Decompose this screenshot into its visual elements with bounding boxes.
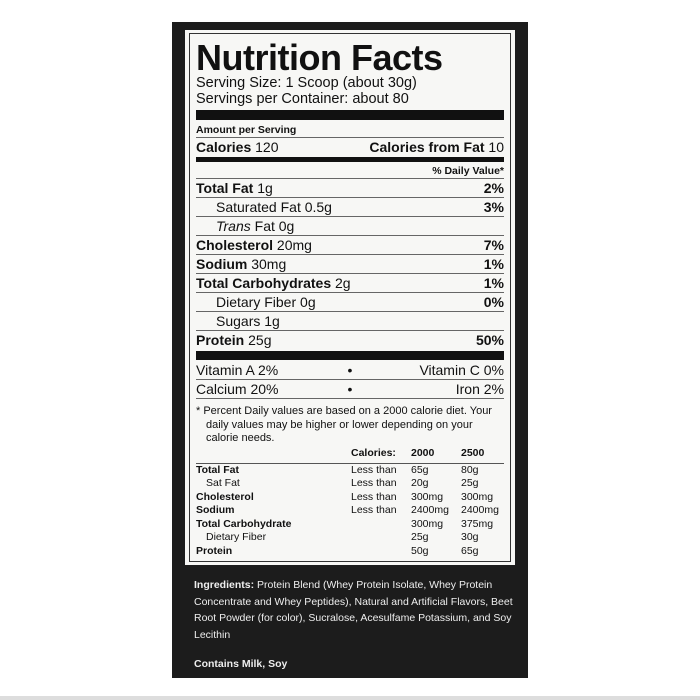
dv-table-row: Total Fat Less than 65g 80g [196,463,504,477]
nutrient-daily-value: 0% [483,294,504,310]
nutrient-row: Protein 25g 50% [196,331,504,349]
dv-table-cell [351,531,411,545]
product-label-panel: Nutrition Facts Serving Size: 1 Scoop (a… [172,22,528,678]
thick-divider [196,110,504,120]
nutrient-daily-value: 2% [483,180,504,196]
dv-table-cell: Dietary Fiber [206,531,267,544]
vitamin-list: Vitamin A 2% • Vitamin C 0% Calcium 20% • Iro… [196,361,504,399]
ingredients-label: Ingredients: [194,579,255,591]
dv-table-row: Dietary Fiber 25g 30g [196,531,504,545]
dv-table-row: Protein 50g 65g [196,545,504,559]
dv-table-cell: Protein [196,545,233,558]
calories: Calories 120 [196,139,279,155]
medium-divider [196,157,504,162]
servings-per-container: Servings per Container: about 80 [196,91,409,107]
bullet: • [347,362,353,378]
vitamin-left: Vitamin A 2% [196,362,279,378]
nutrient-name: Sugars 1g [216,313,280,329]
ingredients: Ingredients: Protein Blend (Whey Protein… [194,577,514,643]
dv-table-cell: Total Fat [196,463,239,476]
nutrient-name: Total Fat 1g [196,180,273,196]
nutrient-row: Dietary Fiber 0g 0% [196,293,504,312]
nutrient-row: Sodium 30mg 1% [196,255,504,274]
dv-table-cell: Less than [351,463,397,476]
nutrient-row: Total Fat 1g 2% [196,179,504,198]
dv-table-cell: 25g [411,531,429,544]
nutrient-row: Sugars 1g [196,312,504,331]
dv-table-cell: Less than [351,477,397,490]
dv-table-cell: 2500 [461,445,504,464]
dv-table-cell: 50g [411,545,429,558]
dv-table-cell [196,445,351,464]
label-title: Nutrition Facts [196,37,443,78]
nutrient-row: Cholesterol 20mg 7% [196,236,504,255]
dv-table-cell: 300mg [411,490,444,503]
vitamin-right: Iron 2% [455,381,504,397]
dv-table-cell [351,518,411,532]
daily-value-table: Calories: 2000 2500 Total Fat Less than 65g 80… [196,445,504,559]
calories-from-fat: Calories from Fat 10 [369,139,504,155]
nutrient-name: Saturated Fat 0.5g [216,199,332,215]
dv-table-cell: Less than [351,490,397,503]
dv-table-cell: 20g [411,477,429,490]
dv-table-cell: 2400mg [461,504,499,517]
nutrient-list: Total Fat 1g 2% Saturated Fat 0.5g 3% Trans … [196,179,504,349]
nutrient-name: Trans Fat 0g [216,218,295,234]
dv-table-cell: 375mg [461,517,494,530]
bottom-divider [0,696,700,700]
vitamin-left: Calcium 20% [196,381,279,397]
nutrient-daily-value: 1% [483,275,504,291]
nutrient-daily-value: 3% [483,199,504,215]
allergen-statement: Contains Milk, Soy [194,658,288,670]
nutrient-daily-value: 50% [475,332,504,348]
daily-value-header-text: % Daily Value* [432,164,504,177]
daily-value-header: % Daily Value* [196,163,504,179]
ingredients-text: Protein Blend (Whey Protein Isolate, Whe… [194,579,513,641]
thick-divider [196,351,504,360]
nutrient-name: Total Carbohydrates 2g [196,275,351,291]
nutrient-name: Protein 25g [196,332,272,348]
dv-table-cell: 300mg [411,517,444,530]
nutrient-name: Sodium 30mg [196,256,287,272]
dv-table-row: Sat Fat Less than 20g 25g [196,477,504,491]
dv-table-cell: 300mg [461,490,494,503]
vitamin-row: Calcium 20% • Iron 2% [196,380,504,399]
dv-table-cell: 65g [411,463,429,476]
dv-table-row: Total Carbohydrate 300mg 375mg [196,518,504,532]
dv-table-cell: 2000 [411,445,461,464]
serving-size: Serving Size: 1 Scoop (about 30g) [196,75,417,91]
dv-table-cell: Sat Fat [206,477,240,490]
dv-table-cell: 65g [461,545,479,558]
dv-table-cell: Calories: [351,445,411,464]
nutrient-row: Total Carbohydrates 2g 1% [196,274,504,293]
nutrition-facts-label: Nutrition Facts Serving Size: 1 Scoop (a… [185,30,515,565]
dv-table-cell: Total Carbohydrate [196,517,292,530]
vitamin-row: Vitamin A 2% • Vitamin C 0% [196,361,504,380]
dv-table-row: Sodium Less than 2400mg 2400mg [196,504,504,518]
amount-per-serving: Amount per Serving [196,122,504,138]
dv-table-cell: 30g [461,531,479,544]
dv-table-cell: Less than [351,504,397,517]
bullet: • [347,381,353,397]
nutrient-name: Cholesterol 20mg [196,237,312,253]
vitamin-right: Vitamin C 0% [419,362,504,378]
nutrient-daily-value: 1% [483,256,504,272]
dv-table-cell: 2400mg [411,504,449,517]
dv-table-row: Cholesterol Less than 300mg 300mg [196,491,504,505]
dv-table-header: Calories: 2000 2500 [196,445,504,464]
dv-table-cell: Sodium [196,504,235,517]
nutrient-row: Saturated Fat 0.5g 3% [196,198,504,217]
footnote: * Percent Daily values are based on a 20… [196,405,492,444]
calories-row: Calories 120 Calories from Fat 10 [196,138,504,156]
dv-table-cell: 25g [461,477,479,490]
nutrient-name: Dietary Fiber 0g [216,294,316,310]
dv-table-cell [351,545,411,559]
amount-per-serving-text: Amount per Serving [196,123,297,136]
dv-table-cell: 80g [461,463,479,476]
nutrient-row: Trans Fat 0g [196,217,504,236]
dv-table-cell: Cholesterol [196,490,254,503]
nutrient-daily-value: 7% [483,237,504,253]
